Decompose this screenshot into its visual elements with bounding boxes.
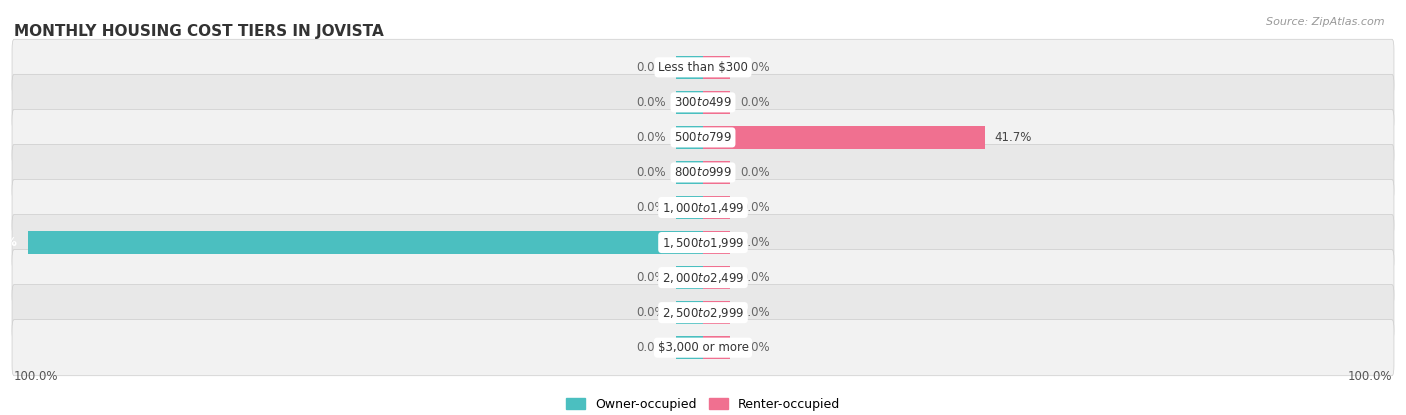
- Text: 100.0%: 100.0%: [0, 236, 17, 249]
- Text: 0.0%: 0.0%: [637, 306, 666, 319]
- Text: 0.0%: 0.0%: [637, 61, 666, 74]
- Text: $1,500 to $1,999: $1,500 to $1,999: [662, 236, 744, 249]
- Text: 0.0%: 0.0%: [740, 166, 769, 179]
- Text: Less than $300: Less than $300: [658, 61, 748, 74]
- Text: $300 to $499: $300 to $499: [673, 96, 733, 109]
- Bar: [703, 91, 730, 114]
- FancyBboxPatch shape: [13, 215, 1393, 271]
- Text: 0.0%: 0.0%: [740, 271, 769, 284]
- Text: 41.7%: 41.7%: [995, 131, 1032, 144]
- Bar: [703, 266, 730, 289]
- Bar: [28, 231, 703, 254]
- Bar: [703, 336, 730, 359]
- Text: 0.0%: 0.0%: [740, 236, 769, 249]
- Text: $500 to $799: $500 to $799: [673, 131, 733, 144]
- FancyBboxPatch shape: [13, 74, 1393, 130]
- Bar: [676, 56, 703, 79]
- Text: $2,500 to $2,999: $2,500 to $2,999: [662, 305, 744, 320]
- FancyBboxPatch shape: [13, 110, 1393, 166]
- Text: $1,000 to $1,499: $1,000 to $1,499: [662, 200, 744, 215]
- Bar: [676, 196, 703, 219]
- Bar: [703, 161, 730, 184]
- Bar: [676, 126, 703, 149]
- FancyBboxPatch shape: [13, 179, 1393, 236]
- Text: 0.0%: 0.0%: [740, 96, 769, 109]
- Bar: [703, 196, 730, 219]
- Bar: [676, 266, 703, 289]
- FancyBboxPatch shape: [13, 39, 1393, 95]
- Text: 0.0%: 0.0%: [637, 271, 666, 284]
- Bar: [703, 56, 730, 79]
- Text: 0.0%: 0.0%: [740, 201, 769, 214]
- FancyBboxPatch shape: [13, 285, 1393, 341]
- Bar: [703, 126, 984, 149]
- Bar: [676, 301, 703, 324]
- Text: 100.0%: 100.0%: [1347, 371, 1392, 383]
- Legend: Owner-occupied, Renter-occupied: Owner-occupied, Renter-occupied: [561, 393, 845, 415]
- Text: 0.0%: 0.0%: [740, 61, 769, 74]
- Text: 0.0%: 0.0%: [637, 341, 666, 354]
- Bar: [676, 161, 703, 184]
- Text: $2,000 to $2,499: $2,000 to $2,499: [662, 271, 744, 285]
- FancyBboxPatch shape: [13, 320, 1393, 376]
- Text: Source: ZipAtlas.com: Source: ZipAtlas.com: [1267, 17, 1385, 27]
- FancyBboxPatch shape: [13, 144, 1393, 200]
- Bar: [703, 301, 730, 324]
- Text: 100.0%: 100.0%: [14, 371, 59, 383]
- Text: $3,000 or more: $3,000 or more: [658, 341, 748, 354]
- Bar: [676, 336, 703, 359]
- Text: 0.0%: 0.0%: [637, 131, 666, 144]
- Text: 0.0%: 0.0%: [637, 201, 666, 214]
- Bar: [703, 231, 730, 254]
- Text: 0.0%: 0.0%: [740, 306, 769, 319]
- Text: $800 to $999: $800 to $999: [673, 166, 733, 179]
- Text: 0.0%: 0.0%: [637, 166, 666, 179]
- Text: 0.0%: 0.0%: [637, 96, 666, 109]
- Text: 0.0%: 0.0%: [740, 341, 769, 354]
- Bar: [676, 91, 703, 114]
- Text: MONTHLY HOUSING COST TIERS IN JOVISTA: MONTHLY HOUSING COST TIERS IN JOVISTA: [14, 24, 384, 39]
- FancyBboxPatch shape: [13, 249, 1393, 305]
